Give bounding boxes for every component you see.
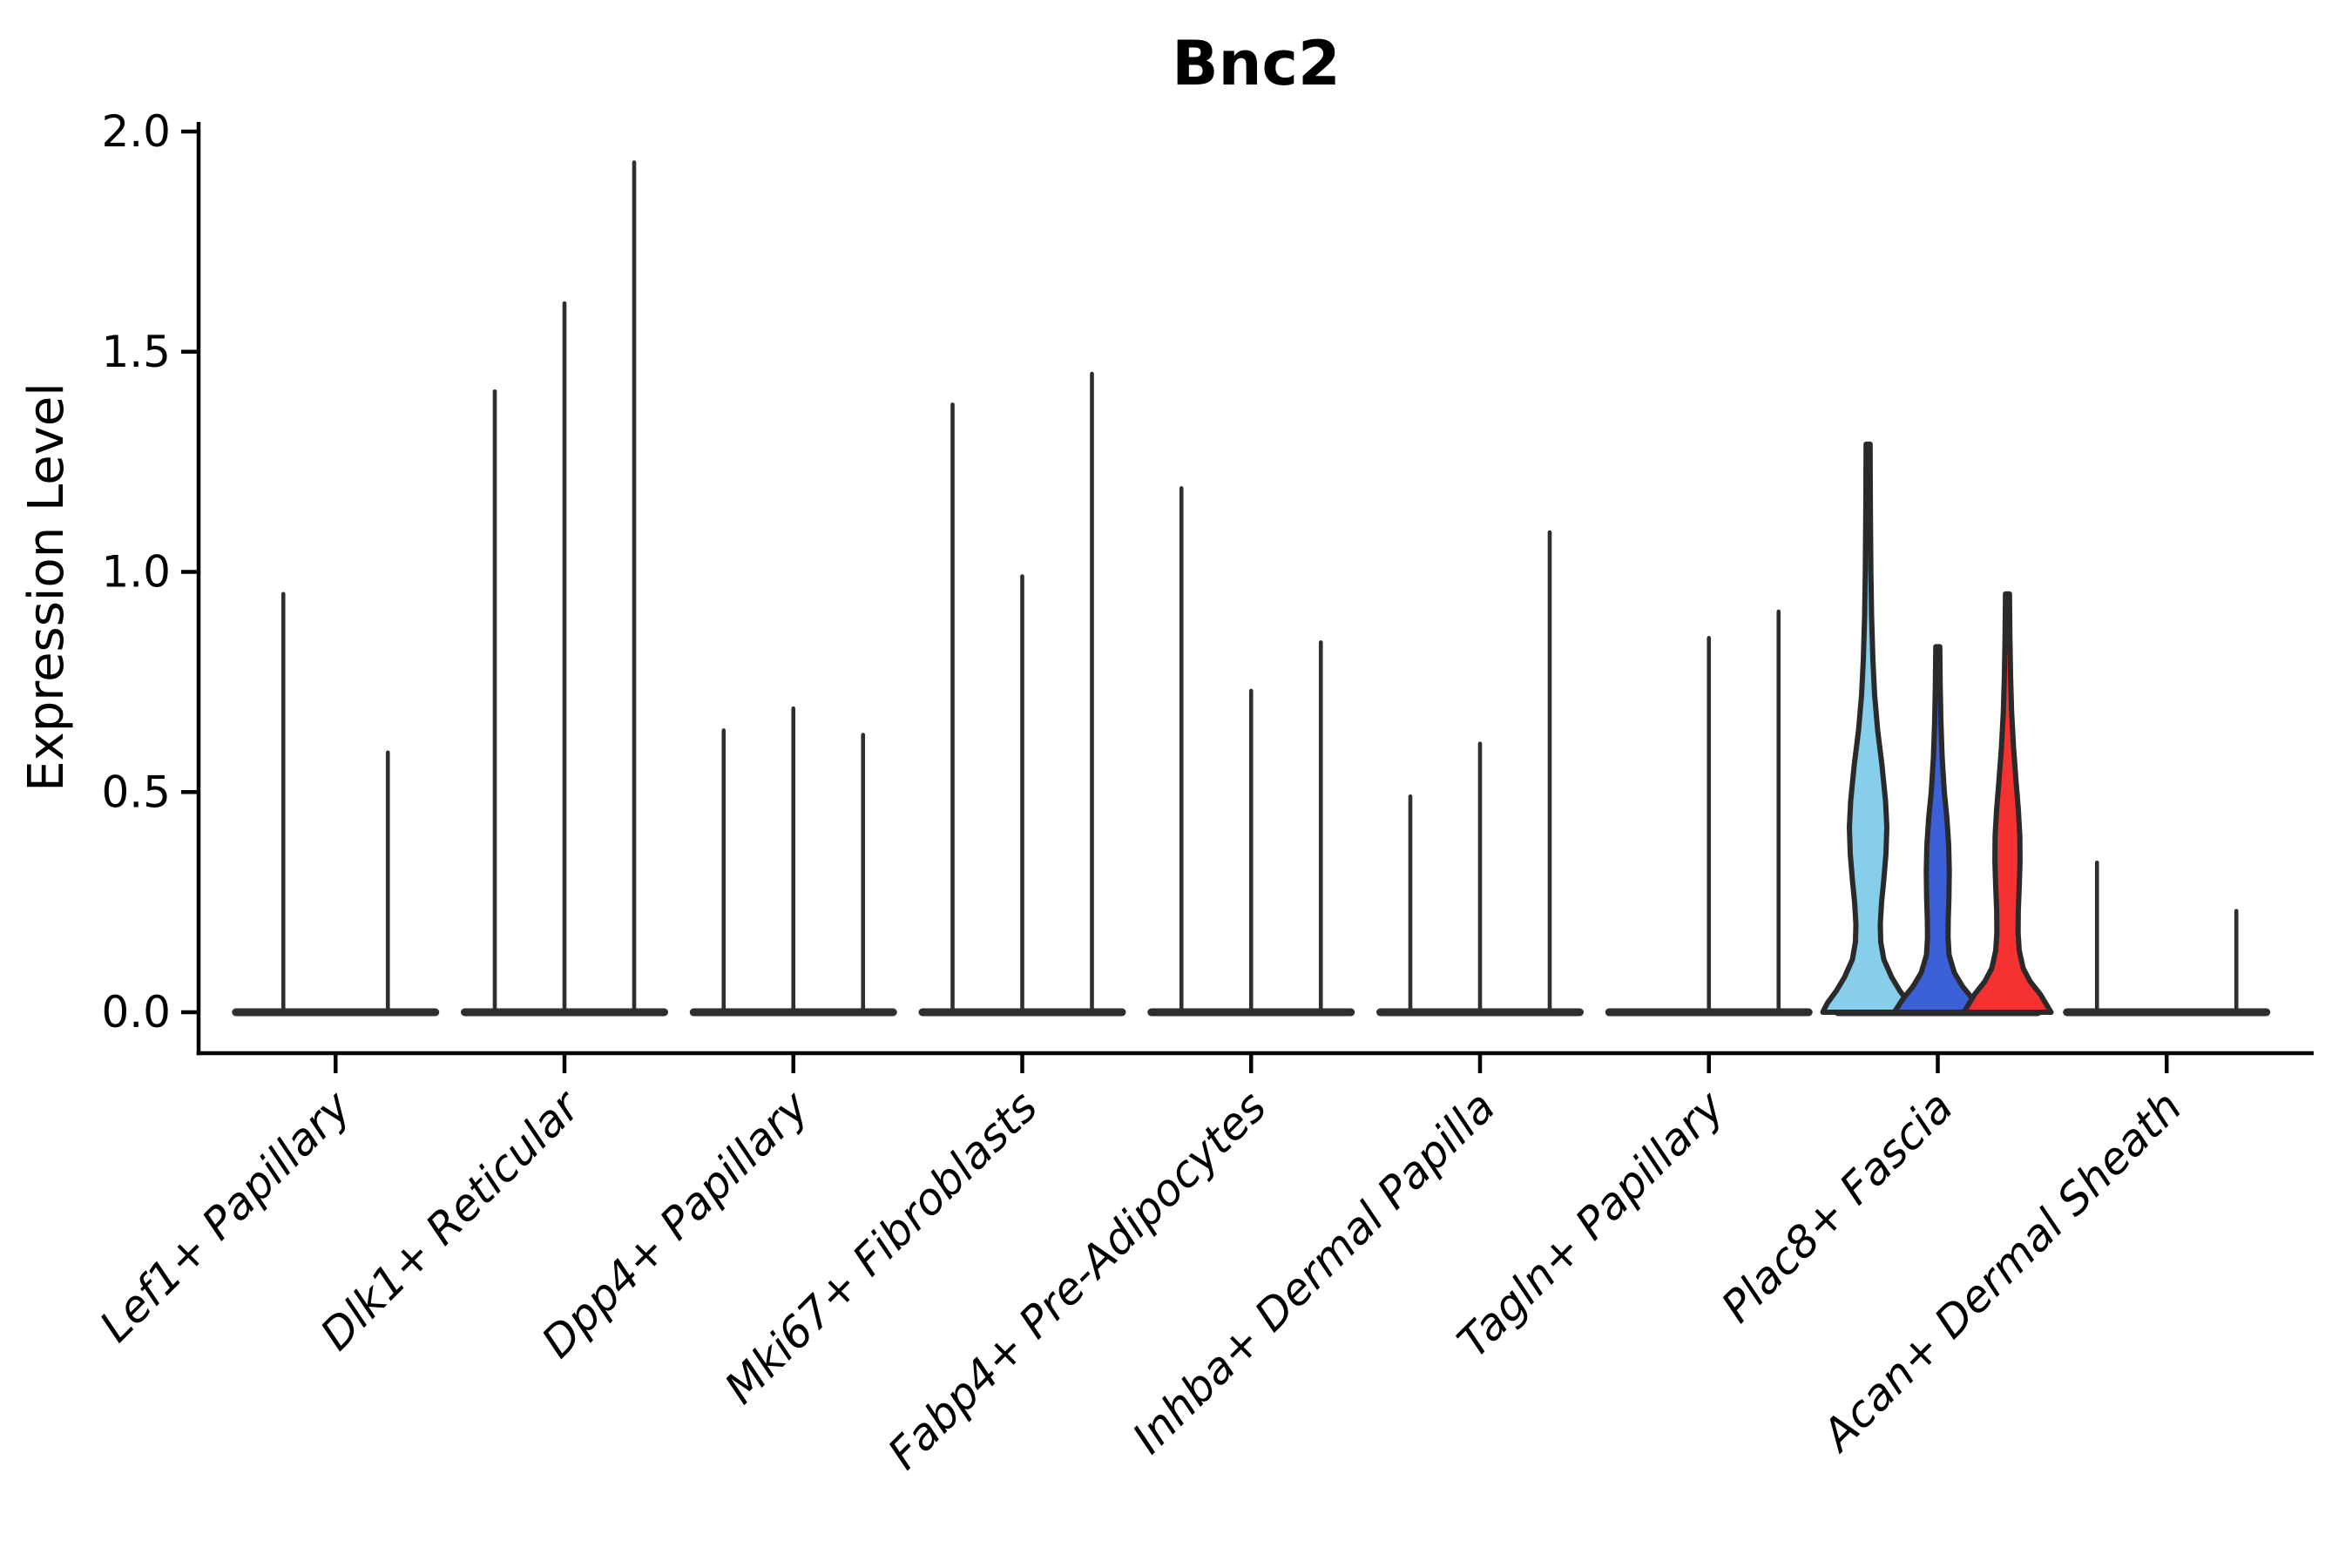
violin-baseline [232,1008,440,1017]
violin-baseline [2063,1008,2271,1017]
axes-layer [181,122,2314,1073]
violin-baseline [689,1008,897,1017]
x-tick-label: Lef1+ Papillary [90,1080,361,1351]
violin-baseline [1147,1008,1355,1017]
violin-filled [1961,591,2054,1015]
y-tick-label: 0.0 [101,987,171,1037]
chart-title: Bnc2 [1172,28,1340,99]
violin-baseline [1605,1008,1813,1017]
y-tick-label: 1.5 [101,327,171,377]
violin-baseline [918,1008,1126,1017]
x-tick-label: Inhba+ Dermal Papilla [1123,1081,1504,1463]
x-tick-label: Acan+ Dermal Sheath [1811,1081,2192,1462]
violins-layer [232,160,2271,1017]
violin-baseline [1376,1008,1584,1017]
violin-filled [1891,644,1984,1015]
y-tick-label: 1.0 [101,547,171,598]
violin-filled [1820,441,1916,1015]
y-tick-label: 2.0 [101,106,171,157]
y-axis-label: Expression Level [18,382,75,792]
y-tick-label: 0.5 [101,767,171,817]
violin-baseline [461,1008,668,1017]
x-tick-label: Plac8+ Fascia [1712,1081,1963,1332]
x-tick-label: Fabp4+ Pre-Adipocytes [878,1081,1276,1479]
